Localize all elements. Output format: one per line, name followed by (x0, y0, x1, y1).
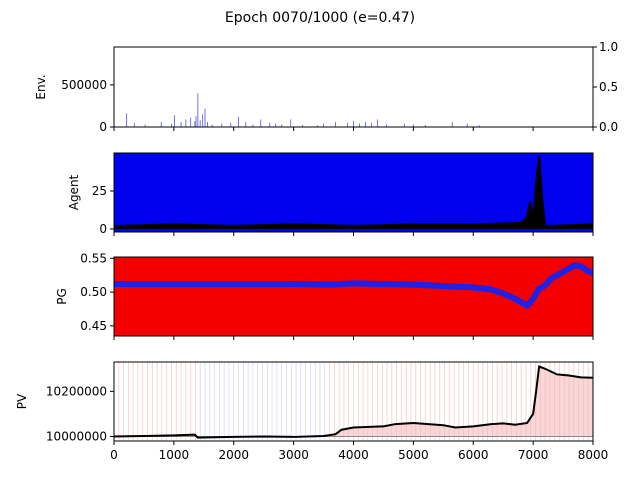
agent-background-fill (114, 153, 593, 232)
env-bar (206, 121, 208, 127)
env-bar (202, 114, 204, 127)
pv-area (114, 366, 593, 438)
xtick-label: 1000 (159, 448, 190, 462)
env-bar (412, 124, 414, 127)
env-bar (126, 113, 128, 127)
env-bar (180, 121, 182, 127)
ylabel-pv: PV (15, 393, 29, 409)
right-ytick-label: 1.0 (599, 40, 618, 54)
ylabel-pg: PG (55, 288, 69, 305)
env-bar (245, 121, 247, 127)
env-bar (376, 119, 378, 127)
env-bar (252, 124, 254, 127)
xtick-label: 6000 (458, 448, 489, 462)
env-bar (466, 123, 468, 127)
panel-pv: 10000000 10200000 0 1000 2000 3000 4000 5000 600… (15, 361, 609, 462)
axes-frame (113, 46, 594, 128)
pv-line (114, 365, 593, 439)
xtick-label: 8000 (578, 448, 609, 462)
env-bar (194, 121, 196, 127)
ytick-label: 25 (92, 184, 107, 198)
env-bar (160, 121, 162, 127)
env-bar (370, 122, 372, 127)
ytick-label: 10000000 (46, 429, 107, 443)
pg-line (114, 262, 593, 309)
env-bar (335, 121, 337, 127)
env-bar (221, 123, 223, 127)
env-bar (364, 121, 366, 127)
env-bar (190, 117, 192, 127)
plot-area-env (126, 93, 480, 127)
env-bar (353, 121, 354, 127)
env-bar (195, 116, 197, 127)
env-bar (281, 124, 283, 127)
env-bar (424, 124, 426, 127)
plot-area-agent (114, 153, 593, 232)
right-ytick-label: 0.0 (599, 120, 618, 134)
env-bar (358, 123, 360, 127)
env-bar (269, 122, 271, 127)
env-bar (385, 124, 387, 127)
pg-background-fill (114, 257, 593, 336)
env-bar (290, 119, 292, 127)
panel-pg: 0.45 0.50 0.55 PG (55, 251, 594, 340)
env-bar (347, 122, 349, 127)
xtick-label: 0 (110, 448, 118, 462)
env-bar (197, 93, 199, 127)
ylabel-env: Env. (34, 74, 48, 99)
env-bar (185, 119, 187, 127)
env-bar (170, 123, 172, 127)
env-bar (275, 123, 277, 127)
ytick-label: 0 (99, 120, 107, 134)
env-bar (478, 125, 480, 127)
env-bar (204, 108, 206, 127)
ytick-label: 10200000 (46, 384, 107, 398)
env-bar (211, 124, 213, 127)
env-bar (144, 124, 146, 127)
env-bar (199, 120, 201, 127)
xtick-label: 4000 (338, 448, 369, 462)
env-bar (260, 119, 262, 127)
panel-env: 0 500000 0.0 0.5 1.0 Env. (34, 40, 618, 134)
ytick-label: 0 (99, 222, 107, 236)
env-bar (302, 124, 304, 127)
xtick-label: 5000 (398, 448, 429, 462)
plot-area-pg (114, 257, 593, 336)
env-bar (403, 123, 405, 127)
ytick-label: 0.55 (80, 251, 107, 265)
ytick-label: 0.45 (80, 319, 107, 333)
env-bar (238, 116, 240, 127)
ytick-label: 0.50 (80, 285, 107, 299)
figure-title: Epoch 0070/1000 (e=0.47) (225, 10, 415, 26)
ylabel-agent: Agent (67, 174, 81, 210)
agent-line (114, 155, 593, 227)
env-bar (323, 123, 325, 127)
right-ytick-label: 0.5 (599, 80, 618, 94)
xtick-label: 3000 (278, 448, 309, 462)
env-bar (173, 115, 175, 127)
ytick-label: 500000 (61, 78, 107, 92)
env-bar (230, 122, 232, 127)
env-bar (133, 122, 135, 127)
env-bar (451, 121, 453, 127)
env-bar (317, 125, 319, 127)
xtick-label: 2000 (218, 448, 249, 462)
plot-area-pv (114, 362, 593, 441)
xtick-label: 7000 (518, 448, 549, 462)
panel-agent: 0 25 Agent (67, 152, 594, 236)
